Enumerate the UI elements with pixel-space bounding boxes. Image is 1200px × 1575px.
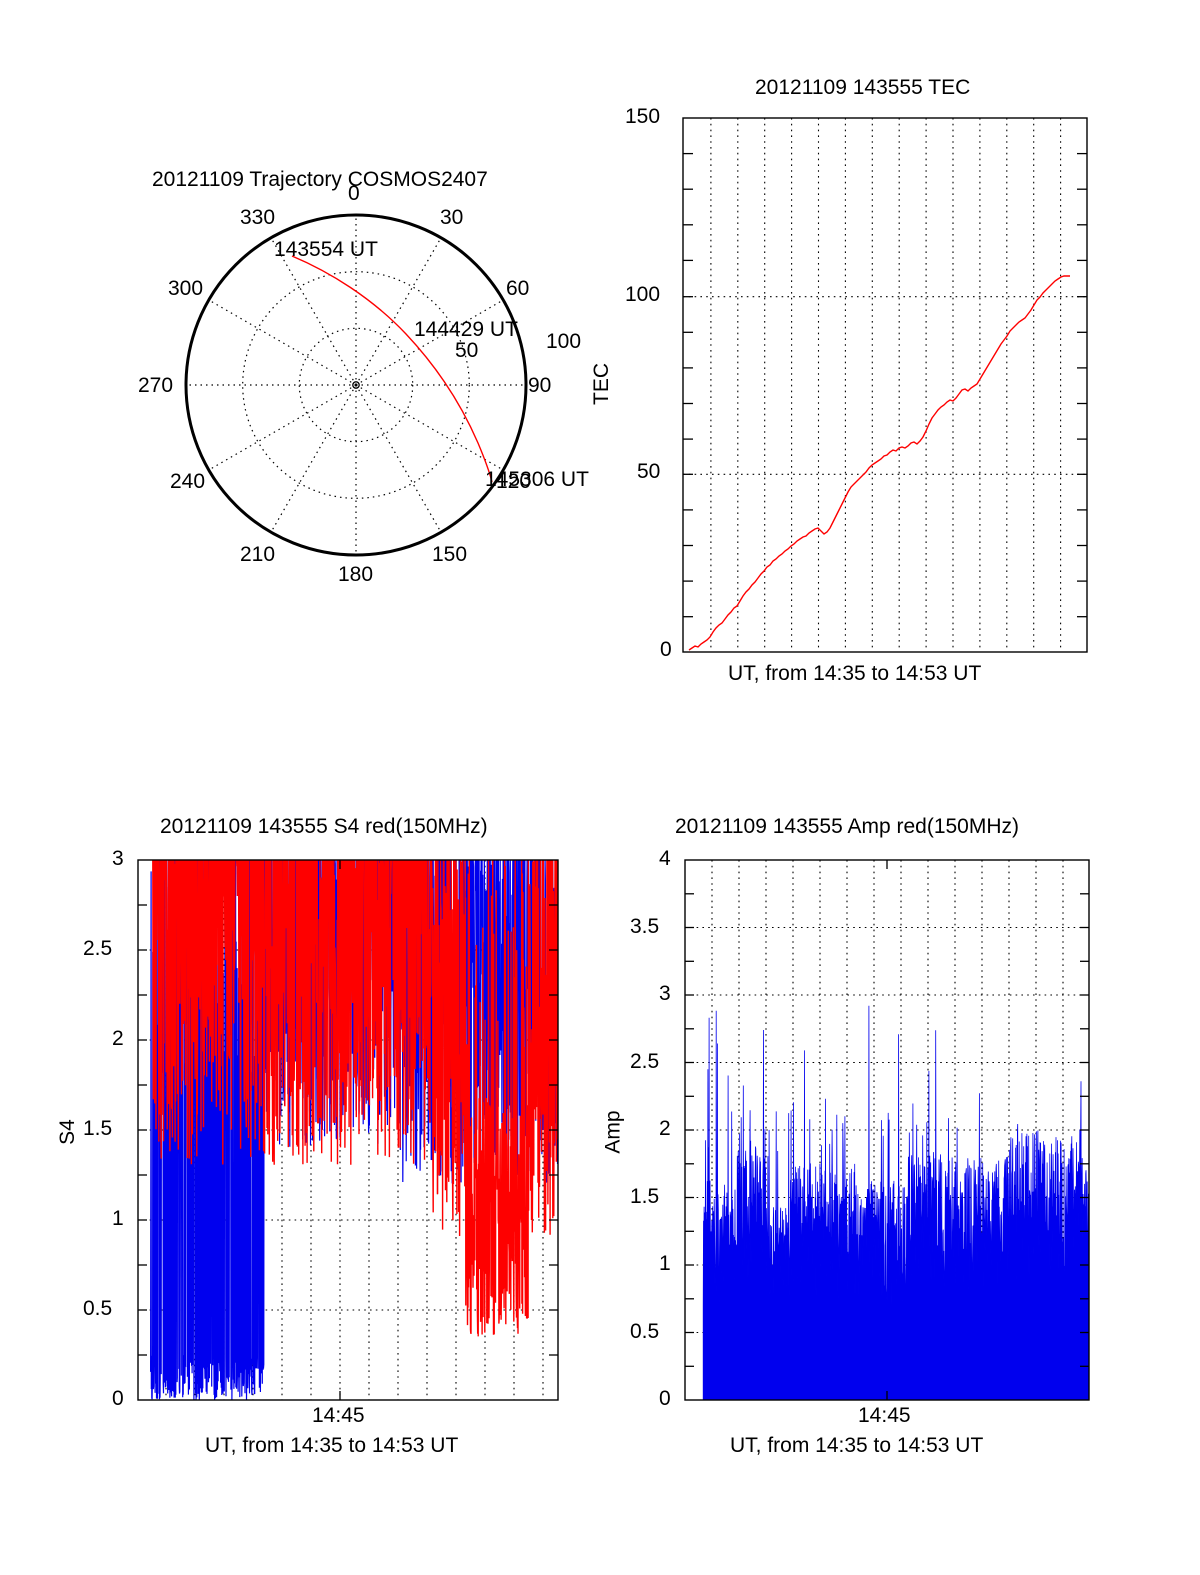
s4-traces bbox=[150, 860, 558, 1400]
amp-ytick-3: 3 bbox=[659, 982, 671, 1005]
s4-ylabel: S4 bbox=[55, 1119, 79, 1145]
s4-panel: 20121109 143555 S4 red(150MHz) bbox=[0, 800, 600, 1500]
s4-trace-red bbox=[152, 860, 558, 1337]
trajectory-annotation-end: 145306 UT bbox=[485, 468, 589, 491]
amp-ylabel: Amp bbox=[601, 1110, 625, 1154]
polar-tick-180: 180 bbox=[338, 563, 374, 586]
polar-tick-240: 240 bbox=[170, 470, 206, 493]
tec-ytick-100: 100 bbox=[625, 283, 661, 306]
polar-ring-100 bbox=[242, 271, 470, 499]
trajectory-annotation-start: 143554 UT bbox=[274, 238, 378, 261]
tec-ytick-150: 150 bbox=[625, 105, 661, 128]
polar-tick-0: 0 bbox=[348, 182, 360, 205]
polar-tick-90: 90 bbox=[528, 374, 552, 397]
amp-panel: 20121109 143555 Amp red(150MHz) bbox=[600, 800, 1200, 1500]
trajectory-title: 20121109 Trajectory COSMOS2407 bbox=[152, 168, 488, 191]
tec-ylabel: TEC bbox=[590, 363, 613, 405]
polar-tick-30: 30 bbox=[440, 206, 464, 229]
s4-xtick-1445: 14:45 bbox=[312, 1404, 365, 1427]
polar-tick-120: 120 bbox=[496, 470, 532, 493]
s4-ytick-3: 3 bbox=[112, 847, 124, 870]
tec-ytick-50: 50 bbox=[637, 460, 661, 483]
amp-minor-ticks bbox=[685, 860, 1089, 1400]
polar-tick-330: 330 bbox=[240, 206, 276, 229]
amp-xtick-1445: 14:45 bbox=[858, 1404, 911, 1427]
tec-y-minor-ticks bbox=[683, 152, 1087, 618]
trajectory-panel: 20121109 Trajectory COSMOS2407 0 30 60 9… bbox=[0, 0, 620, 620]
s4-ytick-0.5: 0.5 bbox=[83, 1297, 113, 1320]
polar-tick-150: 150 bbox=[432, 543, 468, 566]
tec-ytick-0: 0 bbox=[660, 638, 672, 661]
polar-tick-60: 60 bbox=[506, 277, 530, 300]
tec-panel: 20121109 143555 TEC bbox=[590, 0, 1200, 700]
polar-radial-tick-100: 100 bbox=[546, 330, 582, 353]
s4-ytick-0: 0 bbox=[112, 1387, 124, 1410]
tec-gridlines bbox=[683, 118, 1087, 652]
amp-plot bbox=[684, 859, 1090, 1401]
trajectory-plot bbox=[184, 213, 528, 557]
amp-ytick-0: 0 bbox=[659, 1387, 671, 1410]
s4-xlabel: UT, from 14:35 to 14:53 UT bbox=[205, 1434, 459, 1457]
amp-xlabel: UT, from 14:35 to 14:53 UT bbox=[730, 1434, 984, 1457]
tec-title: 20121109 143555 TEC bbox=[755, 76, 971, 99]
s4-ytick-2: 2 bbox=[112, 1027, 124, 1050]
polar-spokes bbox=[186, 215, 526, 555]
polar-ring-50 bbox=[298, 327, 414, 443]
amp-ytick-1.5: 1.5 bbox=[630, 1185, 660, 1208]
tec-plot bbox=[682, 117, 1088, 653]
amp-ytick-3.5: 3.5 bbox=[630, 915, 660, 938]
s4-ytick-2.5: 2.5 bbox=[83, 937, 113, 960]
amp-ytick-4: 4 bbox=[659, 847, 671, 870]
polar-tick-300: 300 bbox=[168, 277, 204, 300]
polar-radial-tick-50: 50 bbox=[455, 339, 479, 362]
s4-title: 20121109 143555 S4 red(150MHz) bbox=[160, 815, 488, 838]
polar-tick-270: 270 bbox=[138, 374, 174, 397]
amp-ytick-1: 1 bbox=[659, 1252, 671, 1275]
trajectory-annotation-mid: 144429 UT bbox=[414, 318, 518, 341]
s4-minor-ticks bbox=[138, 860, 558, 1400]
polar-tick-210: 210 bbox=[240, 543, 276, 566]
tec-trace bbox=[688, 275, 1070, 651]
amp-traces bbox=[702, 1005, 1089, 1400]
amp-ytick-2.5: 2.5 bbox=[630, 1050, 660, 1073]
amp-ytick-2: 2 bbox=[659, 1117, 671, 1140]
tec-frame bbox=[682, 117, 1088, 653]
tec-xlabel: UT, from 14:35 to 14:53 UT bbox=[728, 662, 982, 685]
amp-title: 20121109 143555 Amp red(150MHz) bbox=[675, 815, 1020, 838]
s4-ytick-1.5: 1.5 bbox=[83, 1117, 113, 1140]
s4-plot bbox=[137, 859, 559, 1401]
polar-outer-circle bbox=[184, 213, 528, 557]
amp-ytick-0.5: 0.5 bbox=[630, 1320, 660, 1343]
polar-origin bbox=[352, 381, 360, 389]
trajectory-trace bbox=[291, 255, 493, 483]
amp-trace bbox=[702, 1005, 1089, 1400]
s4-ytick-1: 1 bbox=[112, 1207, 124, 1230]
